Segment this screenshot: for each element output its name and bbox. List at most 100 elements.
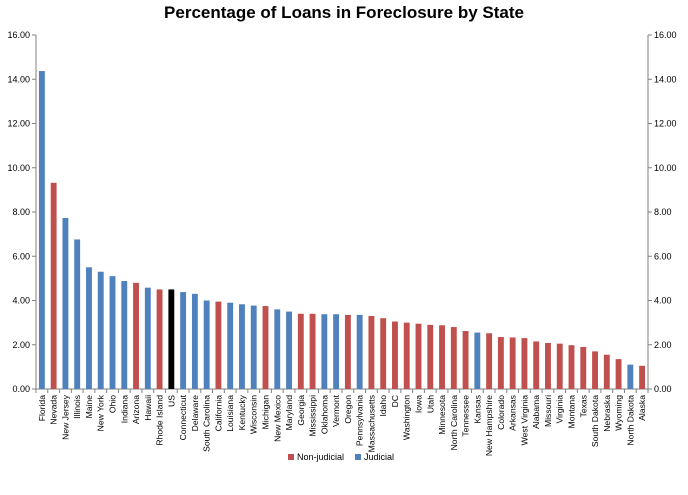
y-tick-label-right: 2.00 [654, 340, 672, 350]
legend: Non-judicial Judicial [288, 452, 394, 462]
bar [144, 287, 151, 389]
x-tick-label: Connecticut [178, 394, 188, 440]
y-tick-label-left: 6.00 [12, 251, 30, 261]
y-tick-label-right: 4.00 [654, 296, 672, 306]
x-tick-label: New York [96, 394, 106, 431]
bar [615, 359, 622, 389]
bar [239, 304, 245, 389]
bar [321, 314, 328, 389]
bar [274, 309, 281, 389]
y-tick-label-left: 8.00 [12, 207, 30, 217]
bar [86, 267, 92, 389]
bar [121, 281, 128, 389]
x-tick-label: Georgia [296, 395, 306, 426]
x-tick-label: California [213, 395, 223, 432]
x-tick-label: Virginia [555, 395, 565, 424]
x-tick-label: New Hampshire [484, 395, 494, 456]
x-tick-label: Oklahoma [319, 395, 329, 434]
bar [568, 345, 575, 389]
x-tick-label: Pennsylvania [355, 395, 365, 446]
x-tick-label: Montana [567, 395, 577, 429]
bar [262, 306, 269, 389]
bar [133, 282, 139, 389]
x-tick-label: Texas [578, 395, 588, 417]
legend-swatch [355, 454, 362, 460]
y-tick-label-right: 16.00 [654, 30, 677, 40]
bar [603, 354, 610, 389]
x-tick-label: Delaware [190, 395, 200, 432]
bar [62, 217, 69, 389]
bar [38, 71, 45, 389]
bar [627, 364, 634, 389]
x-tick-label: Wisconsin [249, 395, 259, 434]
x-tick-label: Oregon [343, 395, 353, 424]
bar [580, 346, 587, 389]
x-tick-label: South Carolina [202, 395, 212, 452]
x-tick-label: Iowa [414, 395, 424, 413]
bar [50, 182, 57, 389]
x-tick-label: Alaska [637, 395, 647, 421]
y-tick-label-left: 4.00 [12, 296, 30, 306]
bar [486, 333, 493, 389]
x-tick-label: Nebraska [602, 395, 612, 432]
x-tick-label: West Virginia [519, 395, 529, 446]
y-tick-label-left: 0.00 [12, 384, 30, 394]
bar [439, 325, 445, 389]
x-tick-label: Vermont [331, 394, 341, 427]
bar [168, 289, 175, 389]
y-tick-label-right: 6.00 [654, 251, 672, 261]
x-tick-label: Mississippi [308, 395, 318, 437]
x-tick-label: Wyoming [614, 395, 624, 431]
x-tick-label: Alabama [531, 395, 541, 429]
x-axis-labels: Florida Nevada New Jersey Illinois Maine New … [37, 394, 647, 456]
bar [333, 314, 340, 389]
y-tick-label-left: 16.00 [7, 30, 30, 40]
x-tick-label: Tennessee [461, 395, 471, 437]
bar [368, 315, 375, 389]
bar [109, 276, 116, 389]
bar [497, 337, 504, 389]
bar [427, 324, 434, 389]
legend-swatch [288, 454, 294, 460]
axes: 0.00 0.00 2.00 2.00 4.00 4.00 6.00 6.00 8.00 8.00… [7, 30, 676, 394]
x-tick-label: Utah [425, 395, 435, 413]
x-tick-label: Idaho [378, 395, 388, 417]
bar [74, 239, 81, 389]
x-tick-label: Maryland [284, 395, 294, 431]
y-tick-label-left: 10.00 [7, 163, 30, 173]
y-tick-label-left: 14.00 [7, 74, 30, 84]
x-tick-label: Arkansas [508, 395, 518, 431]
x-tick-label: Rhode Island [155, 395, 165, 446]
bar [462, 331, 469, 389]
bar [156, 289, 163, 389]
bar [533, 341, 540, 389]
bar [191, 293, 198, 389]
bar [556, 343, 563, 389]
bar [344, 314, 351, 389]
x-tick-label: Illinois [72, 395, 82, 419]
bar [286, 311, 292, 389]
y-tick-label-left: 2.00 [12, 340, 30, 350]
bar [203, 300, 210, 389]
legend-label: Non-judicial [297, 452, 344, 462]
legend-label: Judicial [364, 452, 394, 462]
x-tick-label: North Dakota [625, 395, 635, 446]
x-tick-label: DC [390, 395, 400, 407]
y-tick-label-right: 0.00 [654, 384, 672, 394]
x-tick-label: Massachusetts [366, 395, 376, 452]
bar [227, 302, 234, 389]
x-tick-label: Indiana [119, 395, 129, 423]
x-tick-label: Minnesota [437, 395, 447, 435]
bar [356, 314, 363, 389]
y-tick-label-right: 8.00 [654, 207, 672, 217]
bar [392, 321, 398, 389]
x-tick-label: Ohio [108, 395, 118, 413]
x-tick-label: Louisiana [225, 395, 235, 432]
x-tick-label: South Dakota [590, 395, 600, 447]
bar [215, 301, 222, 389]
x-tick-label: Michigan [261, 395, 271, 430]
x-tick-label: US [166, 395, 176, 407]
bar [403, 322, 410, 390]
bar [474, 332, 481, 389]
